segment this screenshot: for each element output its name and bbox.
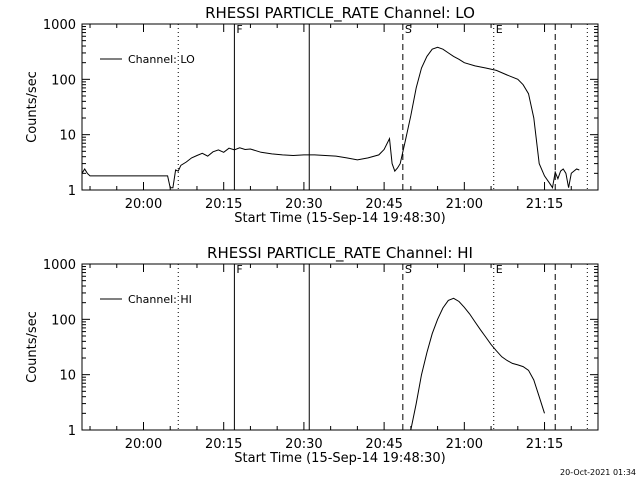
y-tick-label: 1 (68, 184, 76, 199)
chart-title: RHESSI PARTICLE_RATE Channel: LO (205, 4, 475, 23)
y-tick-label: 10 (59, 129, 76, 144)
chart-title: RHESSI PARTICLE_RATE Channel: HI (207, 244, 473, 263)
x-tick-label: 20:15 (205, 437, 242, 452)
event-marker-label: S (405, 263, 412, 276)
x-axis-label: Start Time (15-Sep-14 19:48:30) (234, 451, 445, 466)
x-axis-label: Start Time (15-Sep-14 19:48:30) (234, 211, 445, 226)
x-tick-label: 21:15 (526, 197, 563, 212)
x-tick-label: 20:00 (125, 197, 162, 212)
x-tick-label: 20:30 (285, 437, 322, 452)
y-axis-label: Counts/sec (25, 311, 40, 383)
x-tick-label: 20:30 (285, 197, 322, 212)
y-tick-label: 1 (68, 424, 76, 439)
x-tick-label: 21:15 (526, 437, 563, 452)
x-tick-label: 21:00 (446, 437, 483, 452)
y-tick-label: 10 (59, 369, 76, 384)
y-axis-label: Counts/sec (25, 71, 40, 143)
lo-channel-panel: RHESSI PARTICLE_RATE Channel: LO 1 10 100 10… (25, 4, 599, 226)
series-line (410, 297, 545, 430)
y-tick-label: 100 (51, 313, 76, 328)
event-marker-label: S (405, 23, 412, 36)
legend-label: Channel: HI (128, 293, 192, 306)
event-marker-label: F (236, 263, 242, 276)
x-tick-label: 20:45 (365, 197, 402, 212)
x-tick-label: 20:45 (365, 437, 402, 452)
event-marker-label: F (236, 23, 242, 36)
series-line (82, 46, 580, 190)
hi-channel-panel: RHESSI PARTICLE_RATE Channel: HI 1 10 100 10… (25, 244, 599, 466)
plot-frame (81, 23, 599, 191)
event-marker-label: E (496, 23, 503, 36)
x-tick-label: 21:00 (446, 197, 483, 212)
y-tick-label: 1000 (43, 18, 76, 33)
plot-frame (81, 263, 599, 431)
y-tick-label: 100 (51, 73, 76, 88)
event-marker-label: E (496, 263, 503, 276)
y-tick-label: 1000 (43, 258, 76, 273)
legend-label: Channel: LO (128, 53, 195, 66)
x-tick-label: 20:15 (205, 197, 242, 212)
x-tick-label: 20:00 (125, 437, 162, 452)
footer-timestamp: 20-Oct-2021 01:34 (560, 468, 636, 477)
